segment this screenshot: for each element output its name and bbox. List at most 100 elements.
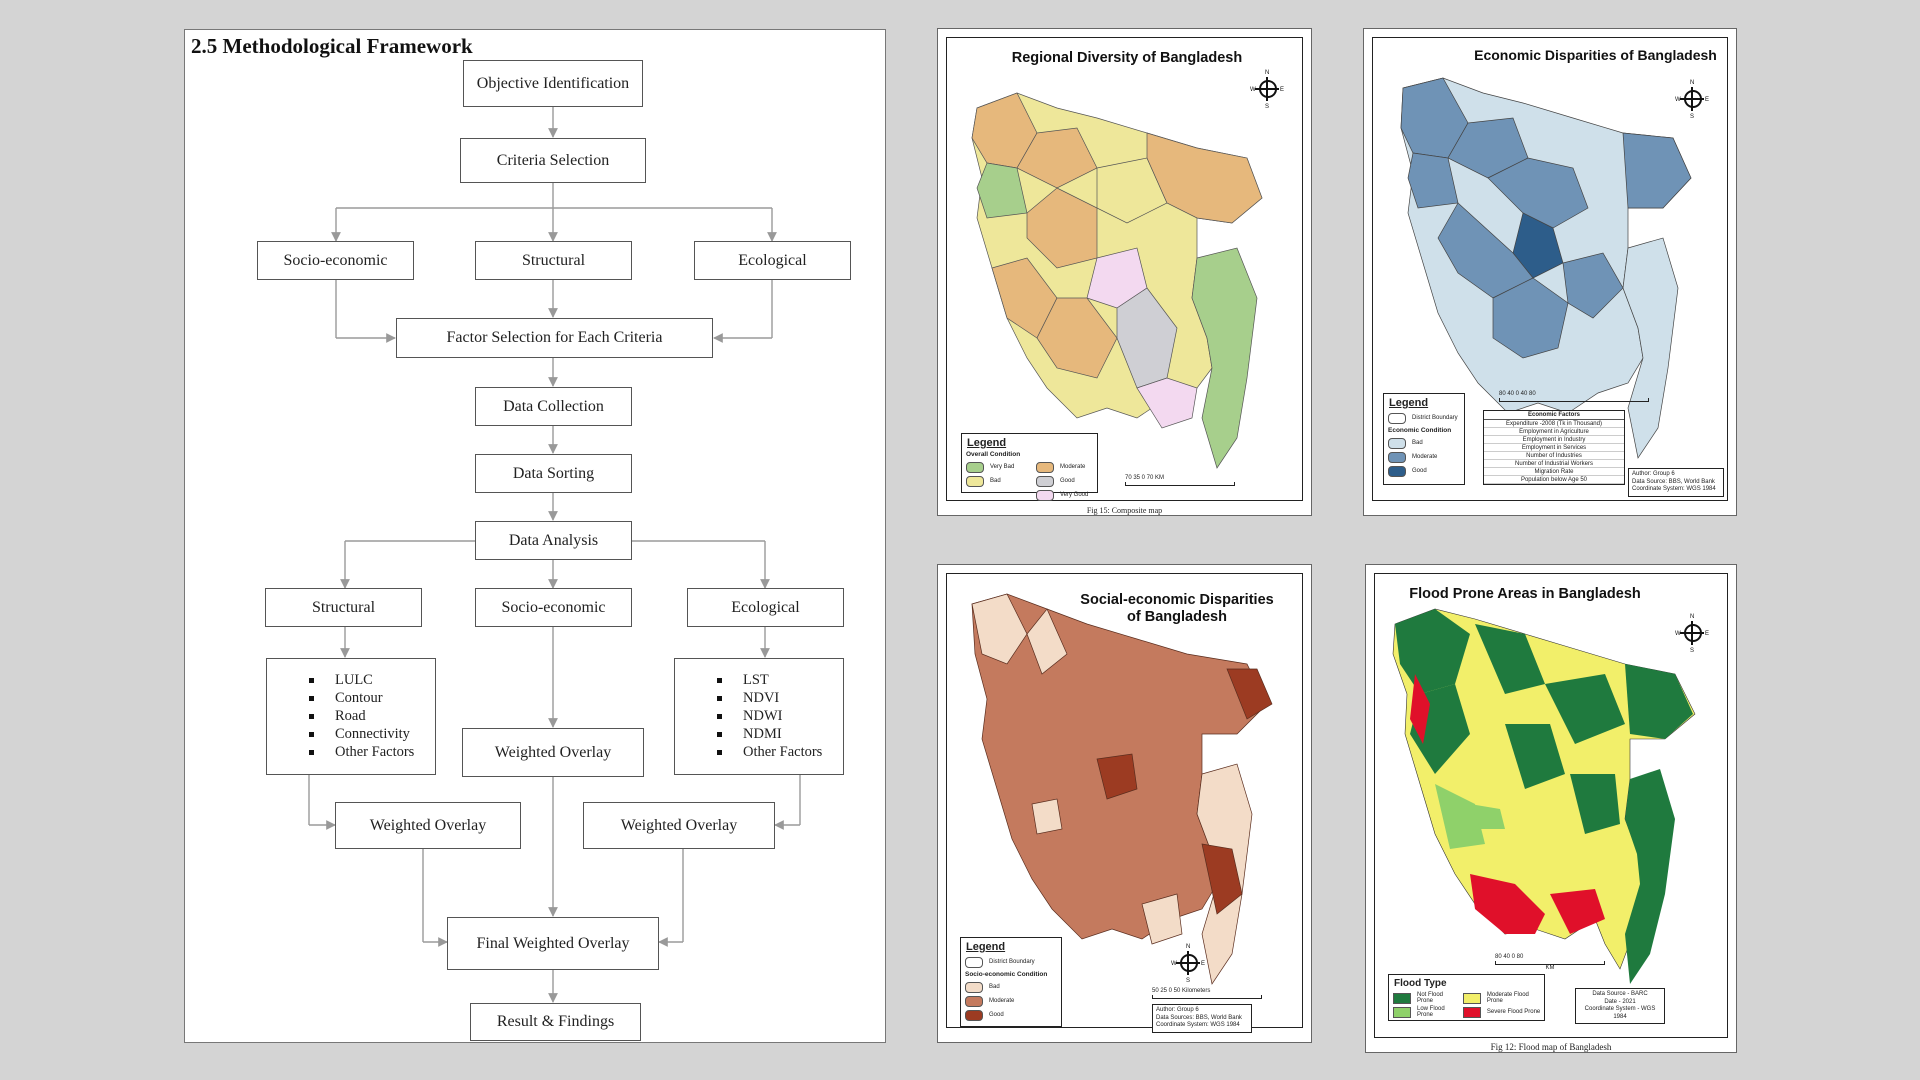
weighted-overlay-ecological-box: Weighted Overlay — [583, 802, 775, 849]
ecological-factors-list: LST NDVI NDWI NDMI Other Factors — [674, 658, 844, 775]
title-line-1: Social-economic Disparities — [1080, 592, 1274, 608]
legend-item-boundary: District Boundary — [965, 955, 1061, 969]
data-analysis-box: Data Analysis — [475, 521, 632, 560]
regional-map-caption: Fig 15: Composite map — [1086, 506, 1163, 515]
legend-swatch — [1393, 992, 1411, 1004]
legend-item: Bad — [966, 474, 1032, 488]
factor-row: Number of Industrial Workers — [1484, 460, 1624, 468]
legend-item: Good — [1036, 474, 1088, 488]
economic-map-legend: Legend District Boundary Economic Condit… — [1383, 393, 1465, 485]
legend-subtitle: Overall Condition — [966, 451, 1021, 458]
data-collection-box: Data Collection — [475, 387, 632, 426]
factor-item: NDWI — [675, 707, 843, 725]
legend-swatch — [1462, 992, 1481, 1004]
scale-bar: 80 40 0 80 KM — [1495, 954, 1605, 971]
legend-swatch — [965, 995, 983, 1007]
legend-item: Moderate Flood Prone — [1462, 991, 1544, 1005]
legend-item-boundary: District Boundary — [1388, 411, 1464, 425]
weighted-overlay-structural-box: Weighted Overlay — [335, 802, 521, 849]
social-economic-map-panel: Social-economic Disparities of Banglades… — [937, 564, 1312, 1043]
legend-item: Good — [1388, 464, 1464, 478]
scale-bar: 70 35 0 70 KM — [1125, 475, 1235, 486]
legend-item: Not Flood Prone — [1393, 991, 1459, 1005]
flood-map-graphic — [1392, 608, 1696, 984]
factor-item: Other Factors — [267, 743, 435, 761]
social-map-legend: Legend District Boundary Socio-economic … — [960, 937, 1062, 1027]
legend-swatch — [965, 981, 983, 993]
methodology-flowchart: 2.5 Methodological Framework Objective I… — [184, 29, 886, 1043]
legend-item: Bad — [1388, 436, 1464, 450]
legend-item: Very Bad — [966, 460, 1032, 474]
legend-item: Severe Flood Prone — [1462, 1005, 1544, 1019]
factor-item: Contour — [267, 689, 435, 707]
legend-swatch — [965, 956, 983, 968]
legend-item: Moderate — [1388, 450, 1464, 464]
factor-row: Employment in Services — [1484, 444, 1624, 452]
social-map-graphic — [971, 593, 1273, 985]
criteria-selection-box: Criteria Selection — [460, 138, 646, 183]
factor-item: LST — [675, 671, 843, 689]
legend-title: Legend — [1389, 397, 1429, 409]
legend-swatch — [966, 461, 984, 473]
factor-row: Expenditure -2008 (Tk in Thousand) — [1484, 420, 1624, 428]
weighted-overlay-socio-box: Weighted Overlay — [462, 728, 644, 777]
legend-subtitle: Socio-economic Condition — [965, 971, 1048, 978]
legend-item: Good — [965, 1008, 1061, 1022]
data-sorting-box: Data Sorting — [475, 454, 632, 493]
factor-item: NDVI — [675, 689, 843, 707]
legend-swatch — [1036, 461, 1054, 473]
factor-row: Number of Industries — [1484, 452, 1624, 460]
factor-item: Other Factors — [675, 743, 843, 761]
regional-map-legend: Legend Overall Condition Very Bad Bad Mo… — [961, 433, 1098, 501]
social-map-title: Social-economic Disparities of Banglades… — [1057, 592, 1297, 625]
criteria-ecological-box: Ecological — [694, 241, 851, 280]
factor-item: NDMI — [675, 725, 843, 743]
regional-map-graphic — [971, 92, 1263, 469]
legend-title: Flood Type — [1394, 978, 1447, 989]
flood-map-title: Flood Prone Areas in Bangladesh — [1409, 586, 1641, 602]
flowchart-heading: 2.5 Methodological Framework — [191, 34, 473, 58]
scale-bar: 50 25 0 50 Kilometers — [1152, 988, 1262, 999]
structural-factors-list: LULC Contour Road Connectivity Other Fac… — [266, 658, 436, 775]
map-frame: Social-economic Disparities of Banglades… — [946, 573, 1303, 1033]
economic-map-title: Economic Disparities of Bangladesh — [1474, 47, 1717, 63]
legend-title: Legend — [966, 941, 1006, 953]
economic-map-info: Author: Group 6 Data Source: BBS, World … — [1628, 468, 1724, 497]
analysis-socio-economic-box: Socio-economic — [475, 588, 632, 627]
factor-item: Road — [267, 707, 435, 725]
legend-swatch — [1036, 489, 1054, 501]
criteria-structural-box: Structural — [475, 241, 632, 280]
criteria-socio-economic-box: Socio-economic — [257, 241, 414, 280]
legend-title: Legend — [967, 437, 1007, 449]
flood-map-info: Data Source - BARC Date - 2021 Coordinat… — [1575, 988, 1665, 1024]
legend-item: Very Good — [1036, 488, 1088, 502]
factor-row: Employment in Agriculture — [1484, 428, 1624, 436]
factor-item: LULC — [267, 671, 435, 689]
legend-swatch — [1393, 1006, 1411, 1018]
factor-row: Population below Age 50 — [1484, 476, 1624, 484]
flood-map-caption: Fig 12: Flood map of Bangladesh — [1490, 1042, 1612, 1052]
legend-swatch — [1036, 475, 1054, 487]
scale-bar: 80 40 0 40 80 — [1499, 391, 1649, 402]
legend-swatch — [1462, 1006, 1481, 1018]
factor-row: Migration Rate — [1484, 468, 1624, 476]
legend-swatch — [965, 1009, 983, 1021]
flowchart-connectors — [308, 107, 801, 1003]
objective-identification-box: Objective Identification — [463, 60, 643, 107]
title-line-2: of Bangladesh — [1127, 608, 1227, 625]
legend-swatch — [1388, 437, 1406, 449]
factors-title: Economic Factors — [1484, 411, 1624, 420]
economic-map-graphic — [1400, 77, 1692, 459]
legend-swatch — [1388, 465, 1406, 477]
final-weighted-overlay-box: Final Weighted Overlay — [447, 917, 659, 970]
regional-map-title: Regional Diversity of Bangladesh — [1011, 50, 1243, 66]
